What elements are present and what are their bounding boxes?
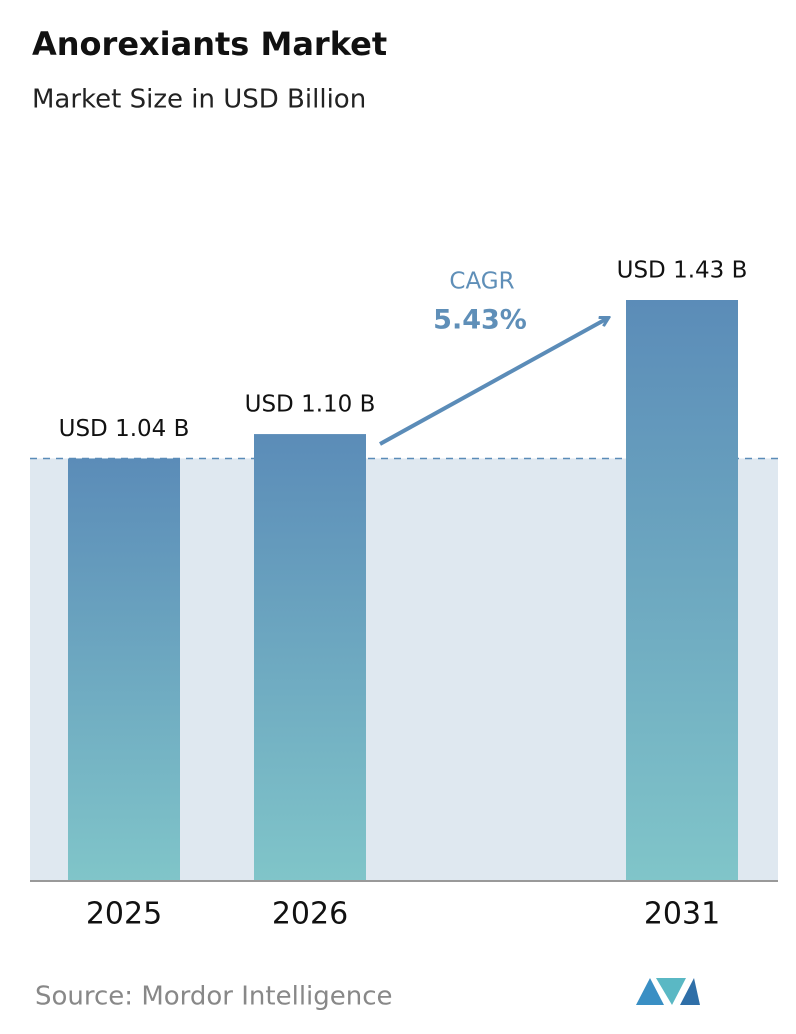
cagr-label: CAGR — [449, 269, 514, 295]
plot-area: USD 1.04 B 2025 USD 1.10 B 2026 USD 1.43 B 20… — [30, 258, 778, 932]
source: Source: Mordor Intelligence — [35, 982, 393, 1012]
bar — [68, 458, 180, 881]
value-label: USD 1.43 B — [617, 258, 748, 284]
chart-title: Anorexiants Market — [32, 25, 387, 63]
x-tick-label: 2031 — [644, 897, 720, 932]
logo — [636, 978, 700, 1005]
x-tick-label: 2025 — [86, 897, 162, 932]
chart-subtitle: Market Size in USD Billion — [32, 85, 366, 115]
cagr-value: 5.43% — [433, 305, 527, 336]
value-label: USD 1.10 B — [245, 392, 376, 418]
cagr-arrow — [379, 318, 608, 446]
value-label: USD 1.04 B — [59, 416, 190, 442]
x-tick-label: 2026 — [272, 897, 348, 932]
bar — [254, 434, 366, 881]
bar — [626, 300, 738, 881]
